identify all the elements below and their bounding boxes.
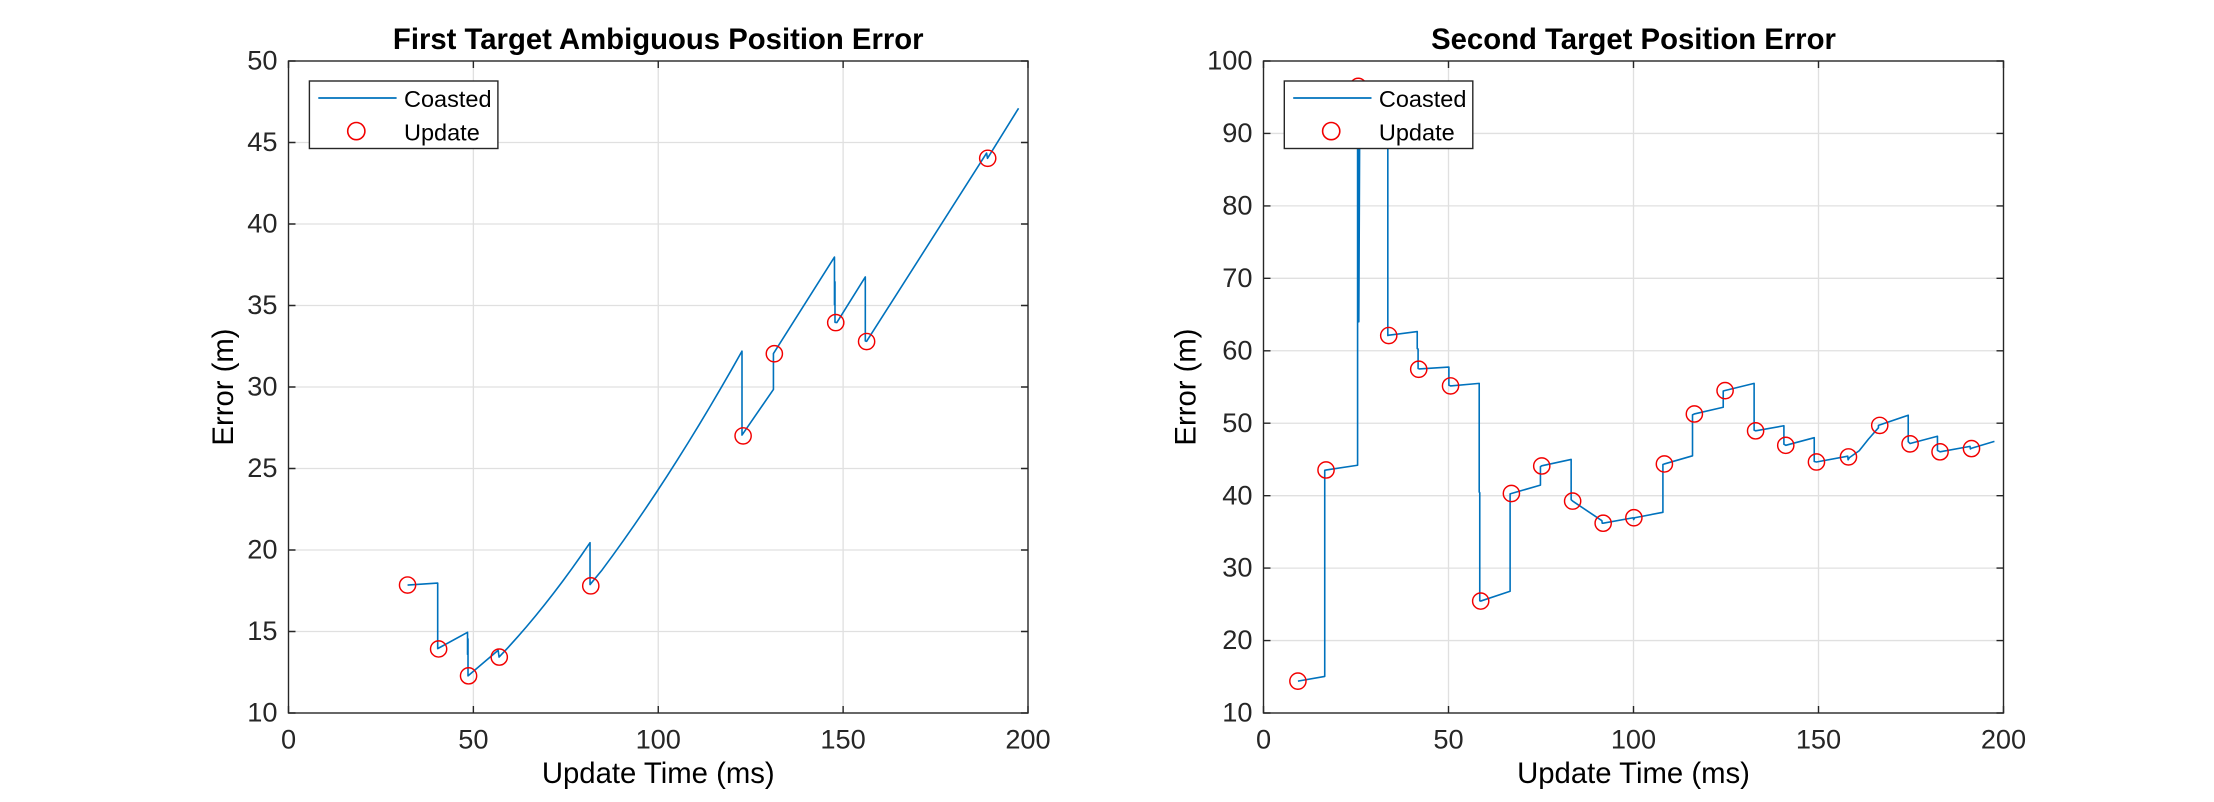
svg-text:Update Time (ms): Update Time (ms) <box>1517 757 1750 790</box>
svg-text:50: 50 <box>1433 723 1463 754</box>
svg-text:80: 80 <box>1222 189 1252 220</box>
svg-text:10: 10 <box>1222 697 1252 728</box>
svg-text:100: 100 <box>1611 723 1656 754</box>
svg-text:35: 35 <box>247 289 277 320</box>
svg-text:Update Time (ms): Update Time (ms) <box>542 757 775 790</box>
svg-text:Error (m): Error (m) <box>207 328 240 445</box>
svg-text:10: 10 <box>247 697 277 728</box>
svg-text:40: 40 <box>247 208 277 239</box>
svg-text:Update: Update <box>404 120 480 146</box>
svg-text:45: 45 <box>247 126 277 157</box>
svg-text:Coasted: Coasted <box>1379 86 1467 112</box>
svg-text:20: 20 <box>247 534 277 565</box>
svg-text:200: 200 <box>1981 723 2026 754</box>
svg-text:25: 25 <box>247 452 277 483</box>
svg-text:0: 0 <box>281 723 296 754</box>
svg-text:60: 60 <box>1222 334 1252 365</box>
svg-text:100: 100 <box>1207 45 1252 76</box>
svg-text:0: 0 <box>1256 723 1271 754</box>
svg-text:Coasted: Coasted <box>404 86 492 112</box>
svg-text:50: 50 <box>458 723 488 754</box>
svg-text:30: 30 <box>1222 552 1252 583</box>
svg-text:15: 15 <box>247 615 277 646</box>
svg-text:30: 30 <box>247 371 277 402</box>
svg-text:First Target Ambiguous Positio: First Target Ambiguous Position Error <box>393 23 924 56</box>
svg-text:Update: Update <box>1379 120 1455 146</box>
svg-text:40: 40 <box>1222 479 1252 510</box>
svg-text:20: 20 <box>1222 624 1252 655</box>
svg-text:150: 150 <box>1796 723 1841 754</box>
svg-text:90: 90 <box>1222 117 1252 148</box>
svg-text:50: 50 <box>1222 407 1252 438</box>
svg-text:Error (m): Error (m) <box>1170 328 1203 445</box>
svg-text:50: 50 <box>247 45 277 76</box>
svg-text:150: 150 <box>820 723 865 754</box>
svg-text:70: 70 <box>1222 262 1252 293</box>
svg-text:Second Target Position Error: Second Target Position Error <box>1431 23 1836 56</box>
svg-text:200: 200 <box>1005 723 1050 754</box>
svg-text:100: 100 <box>636 723 681 754</box>
